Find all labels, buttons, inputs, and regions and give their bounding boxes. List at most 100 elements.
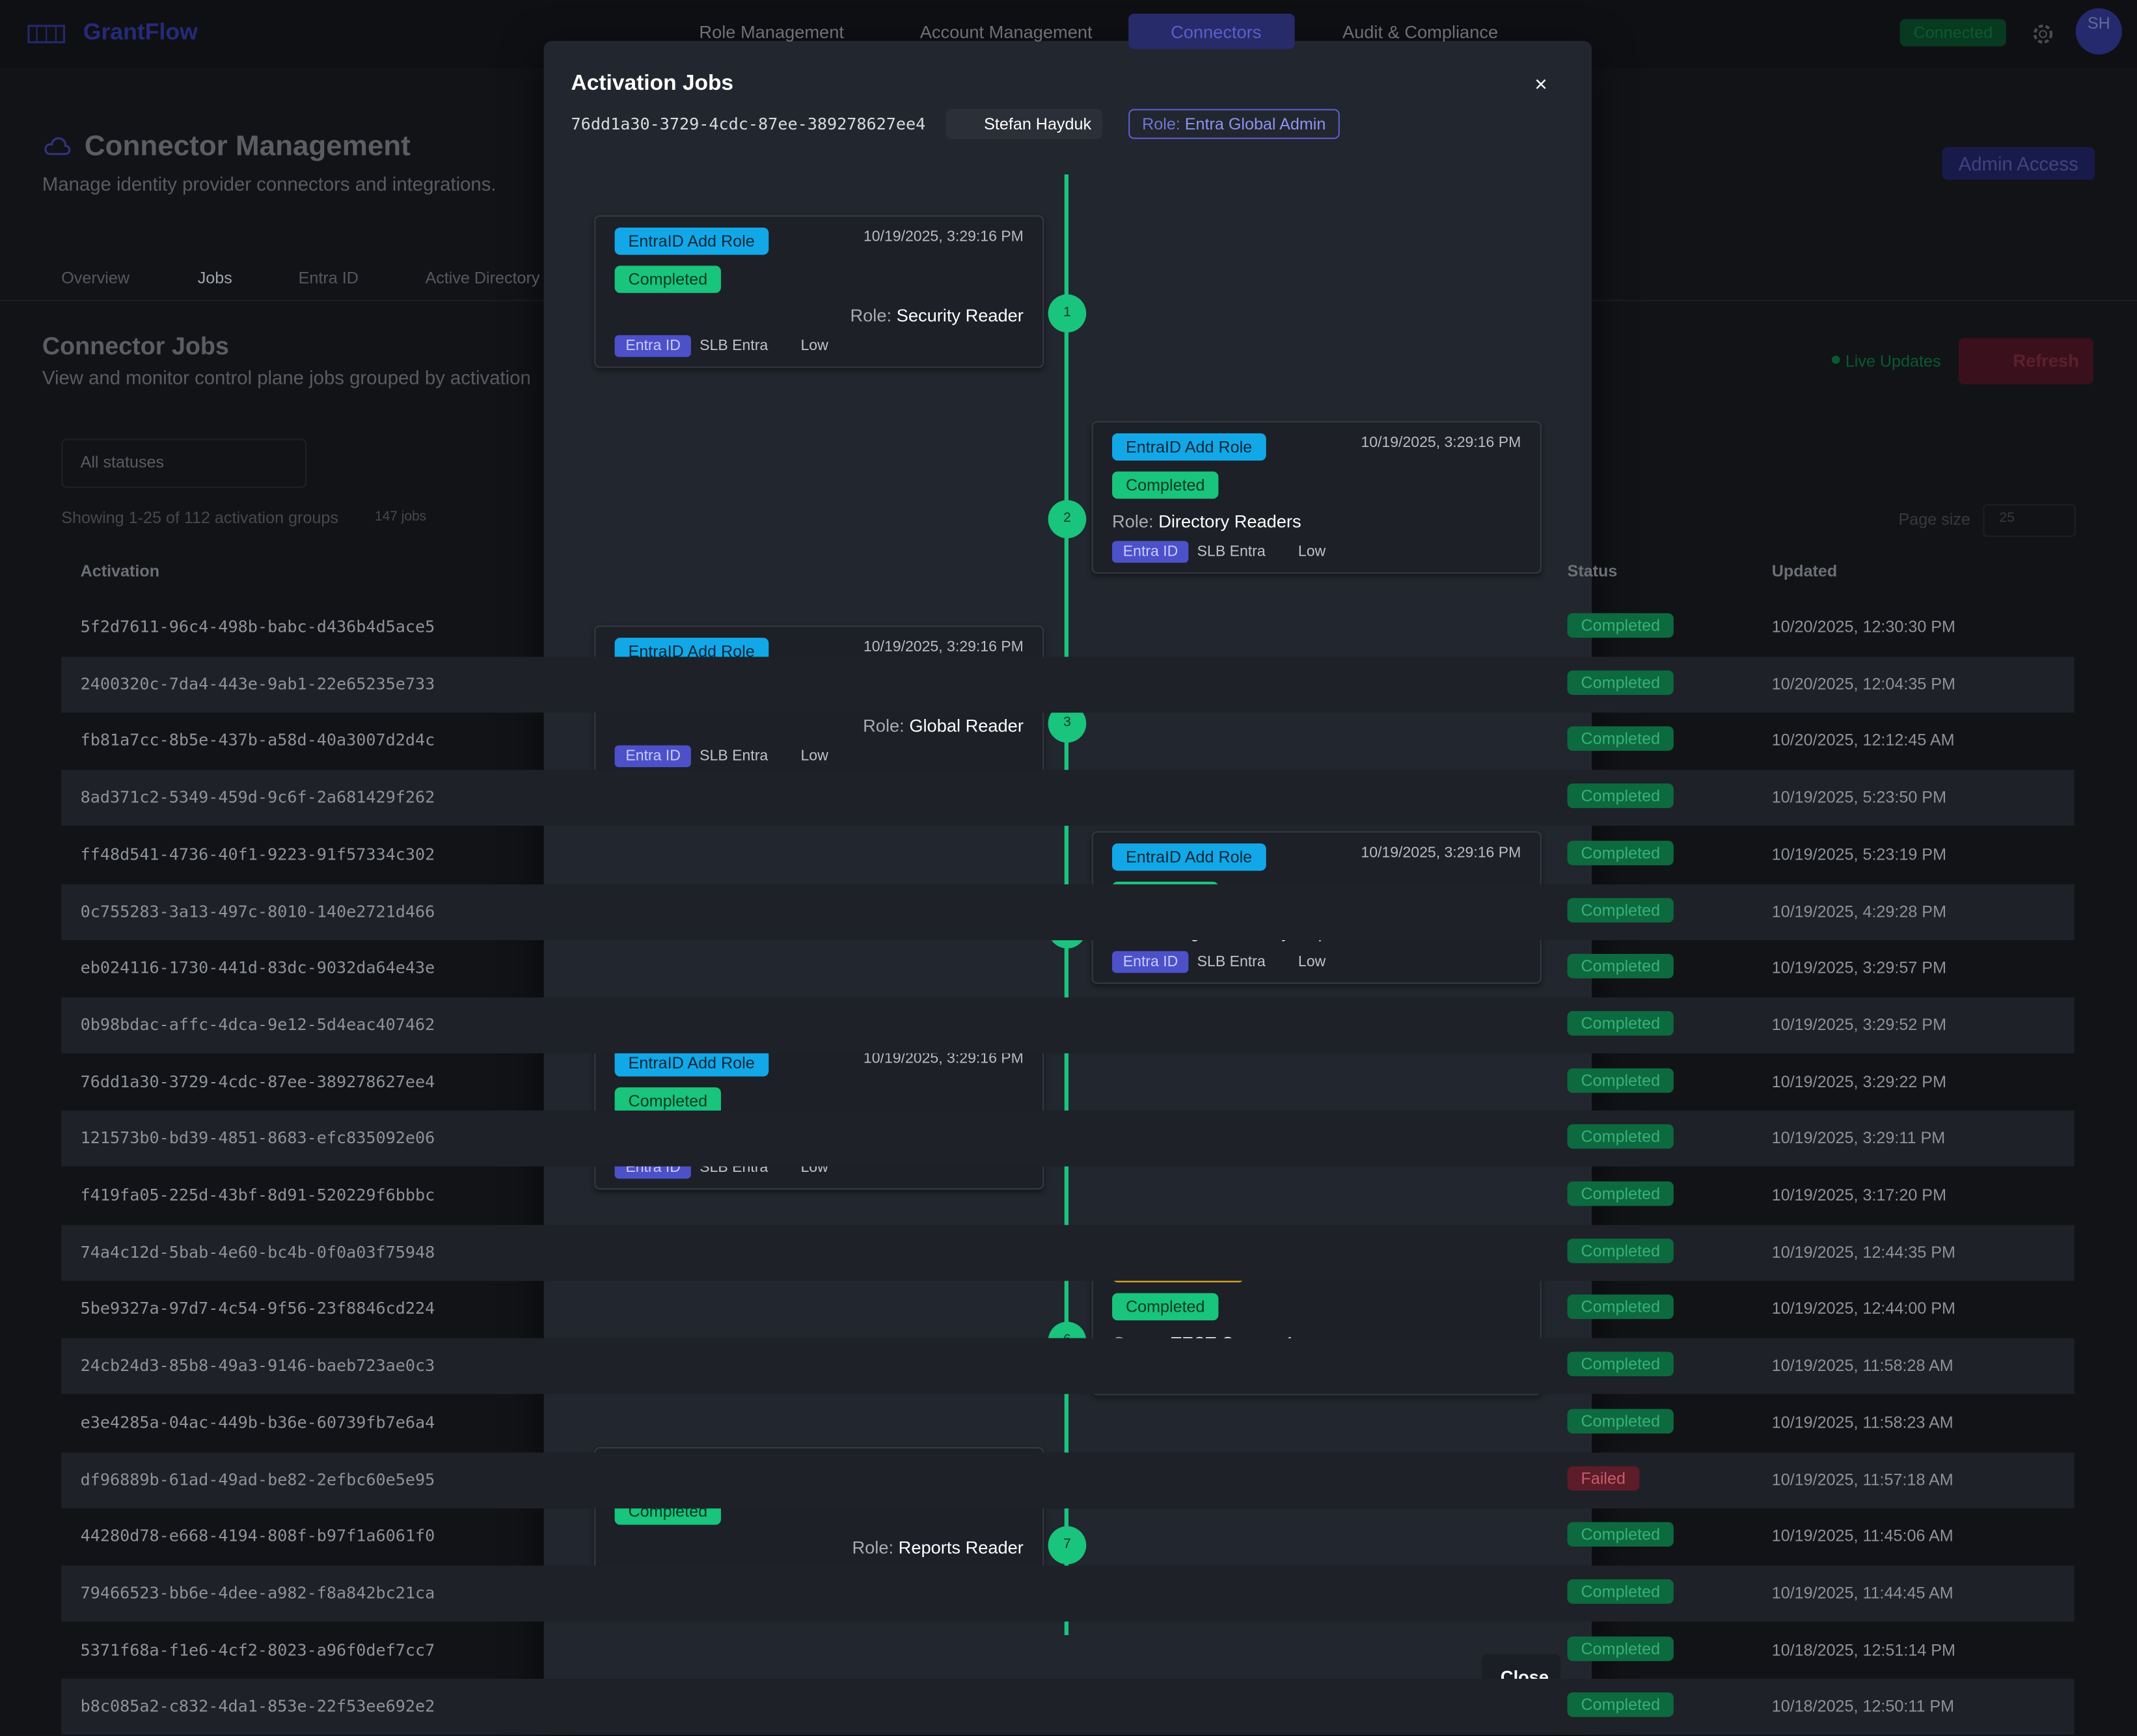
row-bg[interactable] bbox=[61, 884, 2075, 940]
job-time: 10/19/2025, 3:29:16 PM bbox=[863, 228, 1024, 245]
activation-id[interactable]: 5371f68a-f1e6-4cf2-8023-a96f0def7cc7 bbox=[80, 1640, 435, 1659]
row-bg[interactable] bbox=[61, 997, 2075, 1053]
status-badge: Completed bbox=[1567, 840, 1674, 865]
job-meta: Entra ID SLB Entra Low bbox=[614, 335, 828, 357]
updated-time: 10/19/2025, 4:29:28 PM bbox=[1771, 901, 1947, 921]
modal-x[interactable]: × bbox=[1534, 74, 1547, 97]
activation-id[interactable]: ff48d541-4736-40f1-9223-91f57334c302 bbox=[80, 844, 435, 864]
row-bg[interactable] bbox=[61, 1452, 2075, 1508]
row-bg[interactable] bbox=[61, 1566, 2075, 1621]
activation-id[interactable]: 5f2d7611-96c4-498b-babc-d436b4d5ace5 bbox=[80, 617, 435, 636]
activation-id[interactable]: 0b98bdac-affc-4dca-9e12-5d4eac407462 bbox=[80, 1014, 435, 1035]
row-bg[interactable] bbox=[61, 770, 2075, 826]
page-subtitle: Manage identity provider connectors and … bbox=[42, 172, 497, 195]
activation-id[interactable]: e3e4285a-04ac-449b-b36e-60739fb7e6a4 bbox=[80, 1413, 435, 1432]
refresh-button[interactable] bbox=[1958, 338, 2093, 385]
row-bg[interactable] bbox=[61, 1225, 2075, 1281]
activation-id[interactable]: 5be9327a-97d7-4c54-9f56-23f8846cd224 bbox=[80, 1299, 435, 1318]
status-badge: Completed bbox=[1567, 1295, 1674, 1320]
job-card[interactable]: EntraID Add Role 10/19/2025, 3:29:16 PM Co… bbox=[1091, 420, 1542, 574]
nav-active bbox=[1128, 13, 1295, 49]
tab[interactable]: Active Directory bbox=[425, 268, 540, 288]
step-circle: 2 bbox=[1048, 499, 1087, 538]
activation-id[interactable]: 2400320c-7da4-443e-9ab1-22e65235e733 bbox=[80, 673, 435, 694]
connection-status: Connected bbox=[1899, 19, 2007, 47]
brand[interactable]: GrantFlow bbox=[83, 19, 198, 46]
page-size-value[interactable]: 25 bbox=[1999, 511, 2015, 526]
status-badge: Completed bbox=[1567, 1238, 1674, 1263]
activation-id[interactable]: f419fa05-225d-43bf-8d91-520229f6bbbc bbox=[80, 1185, 435, 1205]
status-filter[interactable] bbox=[61, 439, 307, 488]
nav-item[interactable]: Connectors bbox=[1171, 21, 1262, 42]
tab[interactable]: Jobs bbox=[197, 268, 232, 288]
row-bg[interactable] bbox=[61, 1679, 2075, 1735]
job-card[interactable]: EntraID Add Role 10/19/2025, 3:29:16 PM Co… bbox=[594, 215, 1044, 368]
step-circle: 1 bbox=[1048, 294, 1087, 332]
updated-time: 10/18/2025, 12:50:11 PM bbox=[1771, 1696, 1955, 1716]
activation-id[interactable]: eb024116-1730-441d-83dc-9032da64e43e bbox=[80, 958, 435, 977]
job-target: Role: Global Reader bbox=[863, 716, 1024, 736]
status-filter-value[interactable]: All statuses bbox=[80, 452, 165, 472]
activation-id[interactable]: 44280d78-e668-4194-808f-b97f1a6061f0 bbox=[80, 1526, 435, 1546]
activation-id[interactable]: 74a4c12d-5bab-4e60-bc4b-0f0a03f75948 bbox=[80, 1242, 435, 1262]
target-label: Role: bbox=[852, 1537, 894, 1558]
role-value: Entra Global Admin bbox=[1184, 114, 1326, 134]
activation-id[interactable]: b8c085a2-c832-4da1-853e-22f53ee692e2 bbox=[80, 1696, 435, 1716]
updated-time: 10/19/2025, 12:44:35 PM bbox=[1771, 1242, 1956, 1262]
status-badge: Completed bbox=[1567, 1579, 1674, 1604]
meta-provider: Entra ID bbox=[614, 746, 692, 768]
meta-priority: Low bbox=[800, 338, 828, 355]
status-badge: Completed bbox=[1567, 727, 1674, 752]
activation-id[interactable]: df96889b-61ad-49ad-be82-2efbc60e5e95 bbox=[80, 1469, 435, 1489]
tab[interactable]: Overview bbox=[61, 268, 130, 288]
status-badge: Completed bbox=[1567, 1692, 1674, 1718]
page-size-label: Page size bbox=[1898, 509, 1970, 529]
nav-item[interactable]: Audit & Compliance bbox=[1342, 21, 1499, 42]
target-value: Directory Readers bbox=[1158, 510, 1301, 532]
page-size-select[interactable] bbox=[1983, 504, 2076, 537]
activation-id[interactable]: 121573b0-bd39-4851-8683-efc835092e06 bbox=[80, 1128, 435, 1148]
updated-time: 10/19/2025, 11:45:06 AM bbox=[1771, 1526, 1953, 1546]
status-badge: Completed bbox=[1567, 897, 1674, 922]
meta-connector: SLB Entra bbox=[1197, 954, 1266, 971]
refresh-label[interactable]: Refresh bbox=[2013, 350, 2079, 371]
job-status: Completed bbox=[1112, 470, 1219, 498]
job-time: 10/19/2025, 3:29:16 PM bbox=[863, 639, 1024, 657]
activation-id: 76dd1a30-3729-4cdc-87ee-389278627ee4 bbox=[571, 114, 926, 134]
activation-id[interactable]: 79466523-bb6e-4dee-a982-f8a842bc21ca bbox=[80, 1583, 435, 1603]
avatar[interactable]: SH bbox=[2075, 8, 2122, 55]
modal-title: Activation Jobs bbox=[571, 72, 734, 96]
status-badge: Completed bbox=[1567, 1010, 1674, 1036]
status-badge: Completed bbox=[1567, 613, 1674, 638]
nav-item[interactable]: Role Management bbox=[699, 21, 844, 42]
job-target: Role: Directory Readers bbox=[1112, 511, 1301, 531]
activation-id[interactable]: 8ad371c2-5349-459d-9c6f-2a681429f262 bbox=[80, 787, 435, 807]
row-bg[interactable] bbox=[61, 1338, 2075, 1394]
job-time: 10/19/2025, 3:29:16 PM bbox=[1361, 845, 1521, 861]
activation-id[interactable]: 24cb24d3-85b8-49a3-9146-baeb723ae0c3 bbox=[80, 1355, 435, 1376]
activation-id[interactable]: 76dd1a30-3729-4cdc-87ee-389278627ee4 bbox=[80, 1072, 435, 1091]
updated-time: 10/19/2025, 3:29:11 PM bbox=[1771, 1128, 1946, 1148]
activation-id[interactable]: fb81a7cc-8b5e-437b-a58d-40a3007d2d4c bbox=[80, 731, 435, 750]
row-bg[interactable] bbox=[61, 656, 2075, 712]
activation-id[interactable]: 0c755283-3a13-497c-8010-140e2721d466 bbox=[80, 901, 435, 921]
job-target: Role: Reports Reader bbox=[852, 1538, 1023, 1558]
tab[interactable]: Entra ID bbox=[298, 268, 359, 288]
job-meta: Entra ID SLB Entra Low bbox=[1112, 951, 1326, 973]
settings-icon[interactable] bbox=[2031, 22, 2056, 47]
row-bg[interactable] bbox=[61, 1111, 2075, 1167]
nav-item[interactable]: Account Management bbox=[919, 21, 1093, 42]
job-action: EntraID Add Role bbox=[614, 1049, 769, 1076]
meta-priority: Low bbox=[1298, 954, 1326, 971]
job-count: 147 jobs bbox=[374, 509, 427, 525]
meta-provider: Entra ID bbox=[614, 335, 692, 357]
target-label: Role: bbox=[863, 716, 905, 737]
meta-provider: Entra ID bbox=[1112, 540, 1190, 563]
updated-time: 10/19/2025, 11:44:45 AM bbox=[1771, 1583, 1953, 1603]
status-badge: Completed bbox=[1567, 1522, 1674, 1547]
status-badge: Completed bbox=[1567, 1068, 1674, 1092]
step-circle: 7 bbox=[1048, 1526, 1087, 1565]
column-header: Activation bbox=[80, 561, 160, 581]
